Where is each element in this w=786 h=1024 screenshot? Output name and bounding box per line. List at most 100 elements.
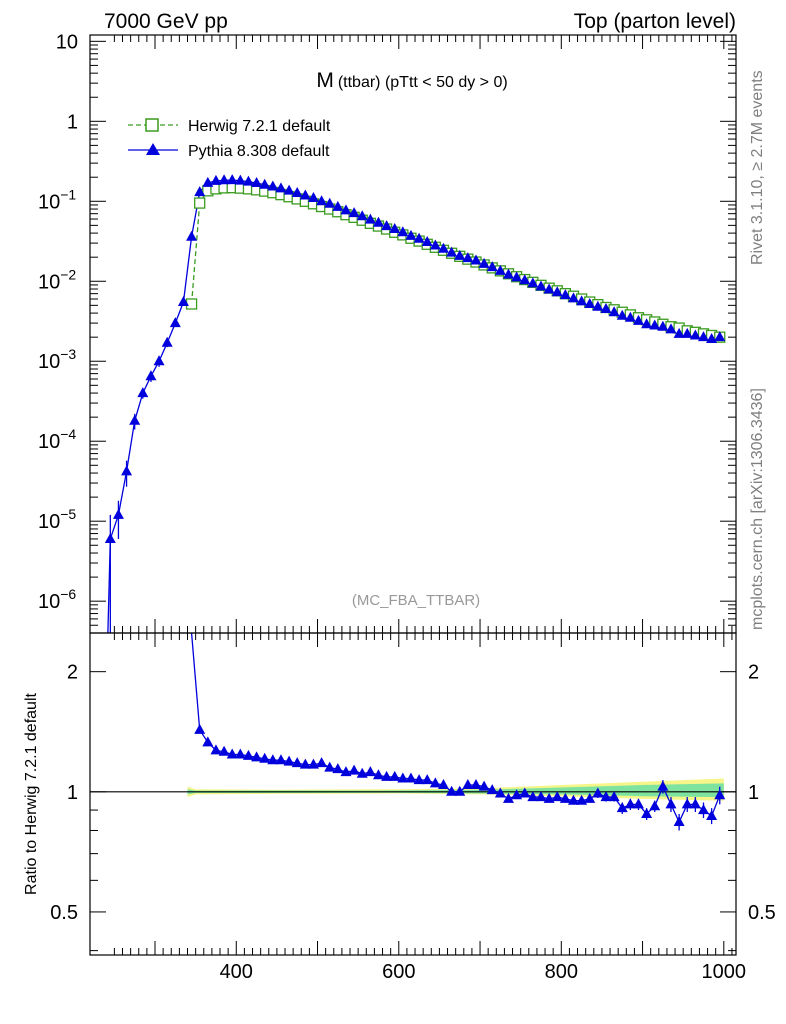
pythia-point bbox=[519, 274, 531, 285]
pythia-point bbox=[511, 271, 523, 282]
ratio-pythia-point bbox=[706, 809, 718, 820]
pythia-point bbox=[584, 297, 596, 308]
pythia-point bbox=[332, 200, 344, 211]
ratio-pythia-point bbox=[332, 763, 344, 774]
ratio-x-tick-label: 600 bbox=[382, 961, 415, 983]
ratio-series bbox=[190, 632, 726, 831]
pythia-point bbox=[356, 210, 368, 221]
pythia-point bbox=[527, 277, 539, 288]
pythia-point bbox=[649, 319, 661, 330]
ratio-axes: 400 600 800 1000 2 2 1 1 0.5 0.5 bbox=[50, 633, 776, 983]
ratio-pythia-point bbox=[437, 779, 449, 790]
ratio-pythia-point bbox=[324, 761, 336, 772]
main-panel: 10 1 10−1 10−2 10−3 10−4 10−5 10−6 M (ttbar) (pT… bbox=[38, 31, 737, 634]
pythia-point bbox=[210, 174, 222, 185]
pythia-point bbox=[624, 311, 636, 322]
pythia-point bbox=[186, 230, 198, 241]
main-series bbox=[104, 174, 726, 634]
herwig-point bbox=[194, 197, 206, 209]
pythia-point bbox=[169, 317, 181, 328]
pythia-point bbox=[324, 197, 336, 208]
pythia-point bbox=[137, 387, 149, 398]
rivet-label: Rivet 3.1.10, ≥ 2.7M events bbox=[749, 70, 766, 265]
pythia-point bbox=[657, 320, 669, 331]
ratio-pythia-point bbox=[283, 755, 295, 766]
ratio-pythia-point bbox=[348, 764, 360, 775]
herwig-point bbox=[185, 298, 198, 310]
header-right: Top (parton level) bbox=[574, 10, 736, 33]
pythia-point bbox=[112, 508, 124, 519]
pythia-point bbox=[502, 268, 514, 279]
pythia-point bbox=[242, 175, 254, 186]
ratio-pythia-point bbox=[462, 779, 474, 790]
ratio-pythia-point bbox=[649, 800, 661, 811]
ratio-pythia-point bbox=[429, 777, 441, 788]
ratio-pythia-point bbox=[657, 780, 669, 791]
ratio-pythia-point bbox=[624, 798, 636, 809]
ratio-panel: 400 600 800 1000 2 2 1 1 0.5 0.5 Ratio to Herwig … bbox=[23, 632, 776, 983]
pythia-point bbox=[486, 261, 498, 272]
pythia-point bbox=[372, 216, 384, 227]
ratio-pythia-point bbox=[381, 770, 393, 781]
main-y-tick-label: 10−4 bbox=[38, 426, 76, 453]
ratio-pythia-point bbox=[486, 784, 498, 795]
ratio-pythia-point bbox=[689, 798, 701, 809]
main-y-tick-label: 10−1 bbox=[38, 186, 76, 213]
pythia-point bbox=[251, 177, 263, 188]
ratio-pythia-point bbox=[275, 754, 287, 765]
pythia-point bbox=[307, 191, 319, 202]
ratio-y-tick-label-right: 2 bbox=[748, 662, 759, 684]
pythia-point bbox=[462, 252, 474, 263]
pythia-point bbox=[470, 254, 482, 265]
ratio-pythia-point bbox=[608, 791, 620, 802]
legend-marker-pythia bbox=[146, 143, 160, 155]
pythia-point bbox=[608, 306, 620, 317]
ratio-pythia-point bbox=[576, 794, 588, 805]
pythia-point bbox=[551, 286, 563, 297]
pythia-point bbox=[202, 176, 214, 187]
pythia-point bbox=[632, 314, 644, 325]
main-y-tick-label: 10−2 bbox=[38, 266, 76, 293]
plot-title-main: M bbox=[316, 69, 334, 92]
pythia-point bbox=[177, 296, 189, 307]
pythia-point bbox=[706, 332, 718, 343]
pythia-point bbox=[616, 309, 628, 320]
pythia-point bbox=[665, 323, 677, 334]
pythia-point bbox=[291, 186, 303, 197]
pythia-point bbox=[600, 302, 612, 313]
legend-entry-pythia: Pythia 8.308 default bbox=[128, 143, 330, 160]
main-y-tick-label: 10−6 bbox=[38, 586, 76, 613]
pythia-point bbox=[429, 239, 441, 250]
ratio-pythia-point bbox=[584, 792, 596, 803]
ratio-y-tick-label-left: 2 bbox=[67, 662, 78, 684]
main-y-tick-label: 10−3 bbox=[38, 346, 76, 373]
ratio-pythia-point bbox=[210, 744, 222, 755]
pythia-point bbox=[413, 232, 425, 243]
ratio-pythia-point bbox=[364, 766, 376, 777]
plot-title: M (ttbar) (pTtt < 50 dy > 0) bbox=[316, 69, 507, 92]
main-y-tick-label: 10−5 bbox=[38, 506, 76, 533]
ratio-pythia-point bbox=[600, 791, 612, 802]
ratio-pythia-point bbox=[259, 752, 271, 763]
pythia-point bbox=[397, 226, 409, 237]
pythia-point bbox=[478, 257, 490, 268]
ratio-pythia-point bbox=[421, 774, 433, 785]
ratio-pythia-point bbox=[673, 816, 685, 827]
ratio-pythia-point bbox=[251, 751, 263, 762]
pythia-point bbox=[299, 189, 311, 200]
pythia-point bbox=[567, 292, 579, 303]
ratio-pythia-point bbox=[527, 791, 539, 802]
pythia-point bbox=[389, 223, 401, 234]
ratio-frame bbox=[89, 632, 737, 956]
ratio-pythia-point bbox=[194, 723, 206, 734]
ratio-pythia-point bbox=[616, 802, 628, 813]
ratio-pythia-point bbox=[389, 770, 401, 781]
legend-marker-herwig bbox=[145, 118, 159, 132]
pythia-point bbox=[543, 283, 555, 294]
ratio-pythia-point bbox=[511, 789, 523, 800]
ratio-pythia-point bbox=[307, 758, 319, 769]
ratio-pythia-point bbox=[665, 798, 677, 809]
ratio-pythia-point bbox=[632, 798, 644, 809]
pythia-point bbox=[576, 295, 588, 306]
pythia-point bbox=[226, 174, 238, 185]
